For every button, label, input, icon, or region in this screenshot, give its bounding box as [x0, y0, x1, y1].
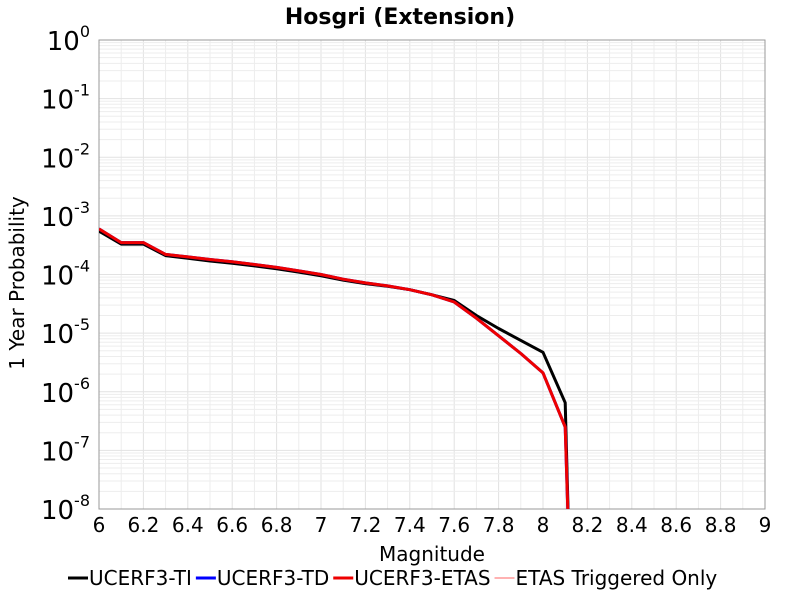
- x-tick-label: 8.6: [660, 513, 692, 537]
- y-axis-label: 1 Year Probability: [5, 196, 29, 370]
- y-tick-label: 10-6: [41, 374, 90, 409]
- x-tick-label: 7: [315, 513, 328, 537]
- series-lines: [99, 227, 570, 509]
- y-axis-ticks: 100 10-1 10-2 10-3 10-4 10-5 10-6 10-7 10-8: [41, 22, 90, 526]
- grid: [98, 40, 766, 510]
- series-line-ucerf3-etas: [99, 227, 570, 509]
- legend-label: UCERF3-ETAS: [354, 566, 490, 590]
- legend-label: UCERF3-TI: [89, 566, 192, 590]
- x-tick-label: 7.6: [438, 513, 470, 537]
- x-tick-label: 6.2: [127, 513, 159, 537]
- y-tick-label: 10-4: [41, 257, 90, 292]
- x-tick-label: 8.4: [616, 513, 648, 537]
- x-tick-label: 7.4: [394, 513, 426, 537]
- x-tick-label: 9: [759, 513, 772, 537]
- x-tick-label: 7.2: [349, 513, 381, 537]
- x-tick-label: 6.4: [172, 513, 204, 537]
- chart-title: Hosgri (Extension): [285, 5, 515, 30]
- legend-item: UCERF3-ETAS: [333, 566, 491, 590]
- x-tick-label: 8: [537, 513, 550, 537]
- y-tick-label: 10-3: [41, 198, 90, 233]
- y-tick-label: 10-2: [41, 139, 90, 174]
- x-tick-label: 6.6: [216, 513, 248, 537]
- legend: UCERF3-TI UCERF3-TD UCERF3-ETAS ETAS Trigge…: [68, 566, 717, 590]
- y-tick-label: 10-7: [41, 432, 90, 467]
- legend-label: ETAS Triggered Only: [516, 566, 718, 590]
- x-tick-label: 6.8: [261, 513, 293, 537]
- y-tick-label: 100: [47, 22, 90, 57]
- y-tick-label: 10-5: [41, 315, 90, 350]
- x-tick-label: 6: [93, 513, 106, 537]
- legend-item: ETAS Triggered Only: [494, 566, 718, 590]
- legend-item: UCERF3-TI: [68, 566, 192, 590]
- y-tick-label: 10-8: [41, 491, 90, 526]
- x-tick-label: 7.8: [483, 513, 515, 537]
- y-tick-label: 10-1: [41, 81, 90, 116]
- legend-item: UCERF3-TD: [195, 566, 329, 590]
- plot-area: [98, 39, 766, 510]
- x-axis-ticks: 6 6.2 6.4 6.6 6.8 7 7.2 7.4 7.6 7.8 8 8.2 8.4 8.6 8.8 9: [93, 513, 772, 537]
- x-tick-label: 8.8: [705, 513, 737, 537]
- x-axis-label: Magnitude: [379, 542, 485, 566]
- x-tick-label: 8.2: [571, 513, 603, 537]
- legend-label: UCERF3-TD: [217, 566, 329, 590]
